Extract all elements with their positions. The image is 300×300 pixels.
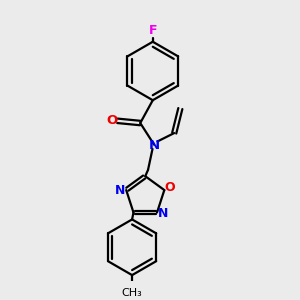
Text: N: N [158, 206, 168, 220]
Text: N: N [149, 139, 160, 152]
Text: F: F [149, 24, 158, 37]
Text: N: N [115, 184, 125, 197]
Text: O: O [165, 181, 175, 194]
Text: CH₃: CH₃ [122, 289, 142, 298]
Text: O: O [107, 114, 118, 127]
